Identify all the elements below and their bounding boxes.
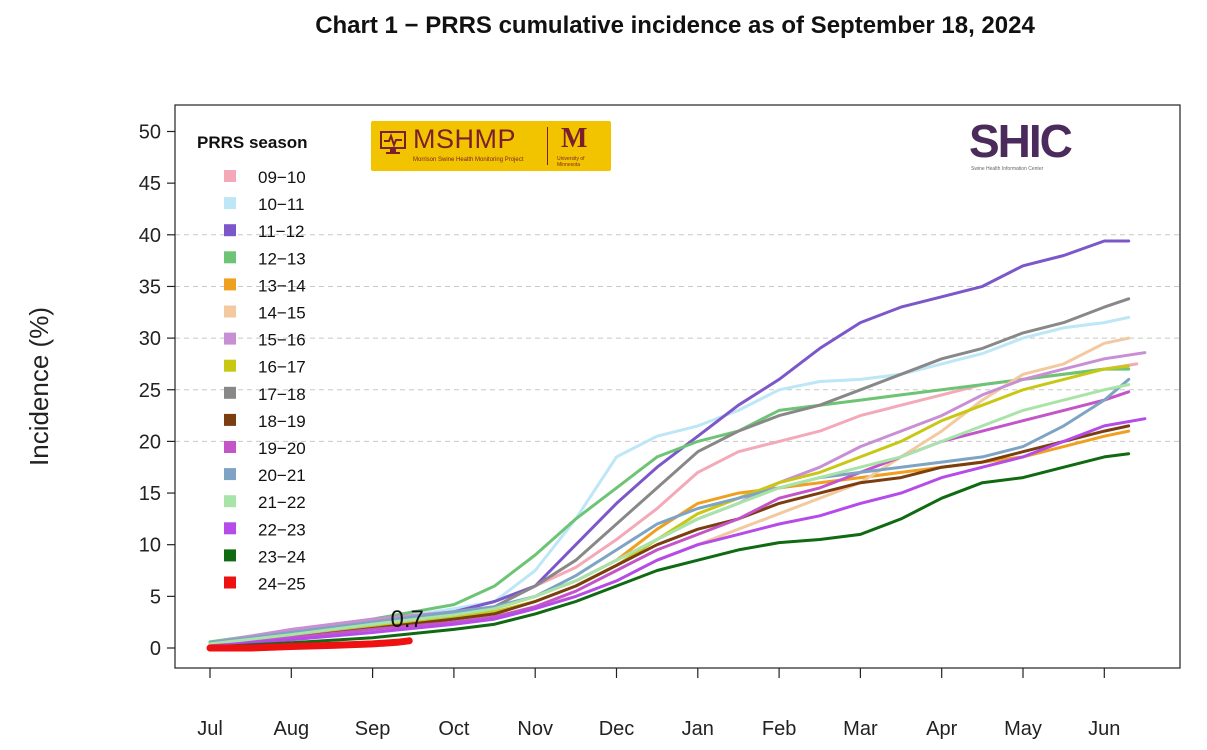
- legend-swatch: [224, 359, 236, 372]
- legend-label: 23−24: [258, 547, 306, 566]
- y-tick-label: 10: [139, 535, 161, 557]
- x-tick-label: Feb: [762, 718, 796, 740]
- legend-swatch: [224, 305, 236, 318]
- umn-logo-text: University of Minnesota: [557, 156, 585, 168]
- y-tick-label: 15: [139, 483, 161, 505]
- legend-swatch: [224, 495, 236, 508]
- x-tick-label: Jan: [682, 718, 714, 740]
- legend-label: 24−25: [258, 575, 306, 594]
- mshmp-logo-text: MSHMP: [413, 124, 516, 154]
- series-line-21−22: [208, 383, 1131, 646]
- chart-title: Chart 1 − PRRS cumulative incidence as o…: [315, 12, 1035, 39]
- y-axis-label: Incidence (%): [24, 307, 54, 466]
- legend-swatch: [224, 441, 236, 453]
- series-line-20−21: [208, 377, 1131, 645]
- y-tick-label: 20: [139, 431, 161, 453]
- annotations: 0.7: [390, 606, 423, 633]
- monitor-icon: [380, 131, 406, 154]
- legend-label: 17−18: [258, 385, 306, 404]
- legend-label: 18−19: [258, 412, 306, 431]
- legend-label: 10−11: [258, 195, 304, 214]
- shic-logo: SHIC Swine Health Information Center: [965, 115, 1085, 188]
- shic-logo-subtext: Swine Health Information Center: [971, 166, 1044, 172]
- legend-swatch: [224, 468, 236, 481]
- legend-label: 22−23: [258, 520, 306, 539]
- legend-swatch: [224, 332, 236, 345]
- x-tick-label: Sep: [355, 718, 391, 740]
- y-tick-label: 30: [139, 328, 161, 350]
- y-tick-label: 5: [150, 586, 161, 608]
- legend: PRRS season 09−10 10−11 11−12 12−13 13−14 14−1…: [197, 133, 308, 594]
- x-tick-label: Apr: [926, 718, 957, 740]
- legend-label: 13−14: [258, 276, 306, 295]
- legend-label: 12−13: [258, 249, 306, 268]
- x-tick-label: May: [1004, 718, 1042, 740]
- shic-logo-text: SHIC: [969, 115, 1073, 167]
- series-line-12−13: [208, 367, 1131, 644]
- legend-label: 20−21: [258, 466, 306, 485]
- legend-swatch: [224, 386, 236, 399]
- legend-label: 19−20: [258, 439, 306, 458]
- legend-label: 14−15: [258, 304, 306, 323]
- legend-label: 15−16: [258, 331, 306, 350]
- legend-swatch: [224, 522, 236, 535]
- series-line-23−24: [208, 452, 1131, 649]
- legend-swatch: [224, 549, 236, 562]
- legend-swatch: [224, 224, 236, 237]
- series-line-24−25: [206, 637, 413, 652]
- umn-logo-mark: M: [561, 123, 588, 154]
- x-tick-label: Aug: [274, 718, 310, 740]
- y-tick-label: 25: [139, 380, 161, 402]
- legend-swatch: [224, 170, 236, 182]
- legend-swatch: [224, 251, 236, 264]
- y-tick-label: 40: [139, 225, 161, 247]
- series-line-11−12: [208, 239, 1131, 646]
- legend-swatch: [224, 278, 236, 291]
- current-value-annotation: 0.7: [390, 606, 423, 633]
- y-tick-label: 50: [139, 122, 161, 144]
- x-tick-label: Jul: [197, 718, 223, 740]
- y-tick-label: 0: [150, 638, 161, 660]
- mshmp-logo: MSHMP Morrison Swine Health Monitoring P…: [371, 121, 611, 171]
- series-lines: [206, 239, 1147, 652]
- gridlines: [175, 234, 1180, 442]
- legend-swatch: [224, 576, 236, 589]
- y-tick-label: 45: [139, 173, 161, 195]
- x-tick-label: Jun: [1088, 718, 1120, 740]
- axes: 0 5 10 15 20 25 30 35 40 45 50 Jul Aug Sep Oct Nov Dec Ja…: [24, 104, 1181, 740]
- series-line-09−10: [208, 362, 1139, 647]
- legend-label: 16−17: [258, 358, 306, 377]
- legend-swatch: [224, 413, 236, 426]
- legend-title: PRRS season: [197, 133, 308, 152]
- y-tick-label: 35: [139, 276, 161, 298]
- series-line-16−17: [208, 364, 1131, 646]
- legend-swatch: [224, 197, 236, 210]
- legend-label: 11−12: [258, 222, 304, 241]
- series-line-10−11: [208, 315, 1131, 645]
- plot-frame: [174, 104, 1181, 669]
- legend-label: 09−10: [258, 168, 306, 187]
- mshmp-logo-subtext: Morrison Swine Health Monitoring Project: [413, 157, 524, 163]
- series-line-22−23: [208, 417, 1147, 648]
- x-tick-label: Oct: [438, 718, 470, 740]
- x-tick-label: Nov: [517, 718, 553, 740]
- series-line-13−14: [208, 429, 1131, 647]
- x-tick-label: Mar: [843, 718, 878, 740]
- series-line-19−20: [208, 390, 1131, 647]
- logo-divider: [547, 127, 548, 165]
- legend-label: 21−22: [258, 493, 306, 512]
- x-tick-label: Dec: [599, 718, 635, 740]
